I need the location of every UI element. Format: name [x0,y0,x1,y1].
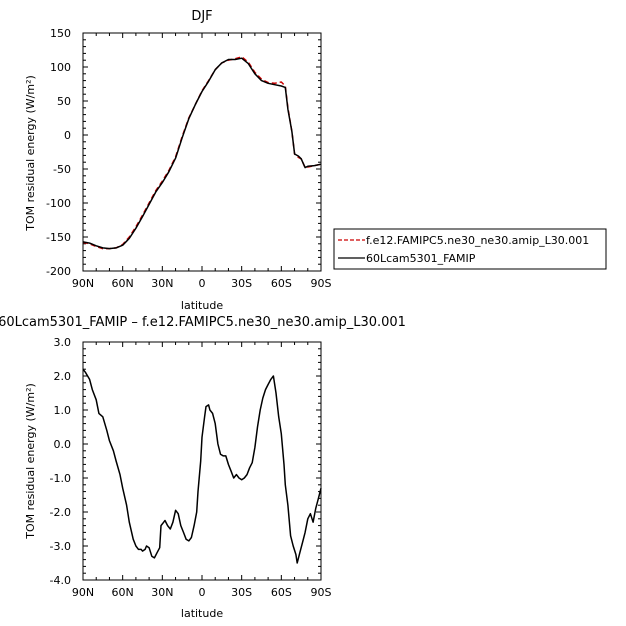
legend-box [333,228,607,270]
bottom-x-tick-label: 90S [311,586,332,599]
legend: f.e12.FAMIPC5.ne30_ne30.amip_L30.001 60L… [333,228,607,270]
top-x-tick-label: 30S [231,277,252,290]
bottom-panel: 60Lcam5301_FAMIP – f.e12.FAMIPC5.ne30_ne… [0,315,406,620]
bottom-y-tick-label: 2.0 [54,370,72,383]
bottom-panel-title: 60Lcam5301_FAMIP – f.e12.FAMIPC5.ne30_ne… [0,315,406,330]
bottom-y-tick-label: -3.0 [50,540,71,553]
top-y-tick-label: 50 [57,95,71,108]
top-panel: DJF TOM residual energy (W/m²) latitude … [24,9,332,312]
top-x-tick-label: 90N [72,277,94,290]
top-y-tick-label: 0 [64,129,71,142]
bottom-x-tick-label: 90N [72,586,94,599]
top-x-tick-label: 90S [311,277,332,290]
bottom-panel-y-axis-title: TOM residual energy (W/m²) [24,383,37,540]
bottom-series-line-series-0 [82,368,322,564]
top-y-tick-label: -200 [46,265,71,278]
top-y-tick-label: 150 [50,27,71,40]
top-x-tick-label: 60N [112,277,134,290]
bottom-y-tick-label: -2.0 [50,506,71,519]
top-series-line-60lcam5301-famip [82,57,322,250]
bottom-x-tick-label: 60N [112,586,134,599]
bottom-y-tick-label: 0.0 [54,438,72,451]
bottom-panel-frame [82,341,322,581]
bottom-y-tick-label: -1.0 [50,472,71,485]
bottom-x-tick-label: 30N [151,586,173,599]
bottom-panel-ticks: 90N 60N 30N 0 30S 60S 90S 3.0 2.0 1.0 0.0 -1.0 -2.0 -… [50,336,332,599]
top-panel-series [82,56,322,250]
top-series-line-f-e12-famipc5-ne30-ne30-amip-l30-001 [82,56,322,250]
bottom-x-tick-label: 0 [199,586,206,599]
legend-label-60lcam5301: 60Lcam5301_FAMIP [366,252,476,265]
top-y-tick-label: -50 [53,163,71,176]
top-x-tick-label: 30N [151,277,173,290]
legend-label-famipc5: f.e12.FAMIPC5.ne30_ne30.amip_L30.001 [366,234,589,247]
top-panel-x-axis-title: latitude [181,299,223,312]
bottom-panel-series [82,368,322,564]
bottom-panel-x-axis-title: latitude [181,607,223,620]
top-panel-title: DJF [191,9,212,24]
top-panel-y-axis-title: TOM residual energy (W/m²) [24,75,37,232]
top-y-tick-label: -100 [46,197,71,210]
top-x-tick-label: 0 [199,277,206,290]
top-y-tick-label: 100 [50,61,71,74]
bottom-y-tick-label: 3.0 [54,336,72,349]
top-panel-ticks: 90N 60N 30N 0 30S 60S 90S 150 100 50 0 -50 -100 -150 -… [46,27,331,290]
bottom-x-tick-label: 30S [231,586,252,599]
bottom-y-tick-label: -4.0 [50,574,71,587]
top-panel-frame [82,32,322,272]
bottom-x-tick-label: 60S [271,586,292,599]
bottom-y-tick-label: 1.0 [54,404,72,417]
top-x-tick-label: 60S [271,277,292,290]
top-y-tick-label: -150 [46,231,71,244]
